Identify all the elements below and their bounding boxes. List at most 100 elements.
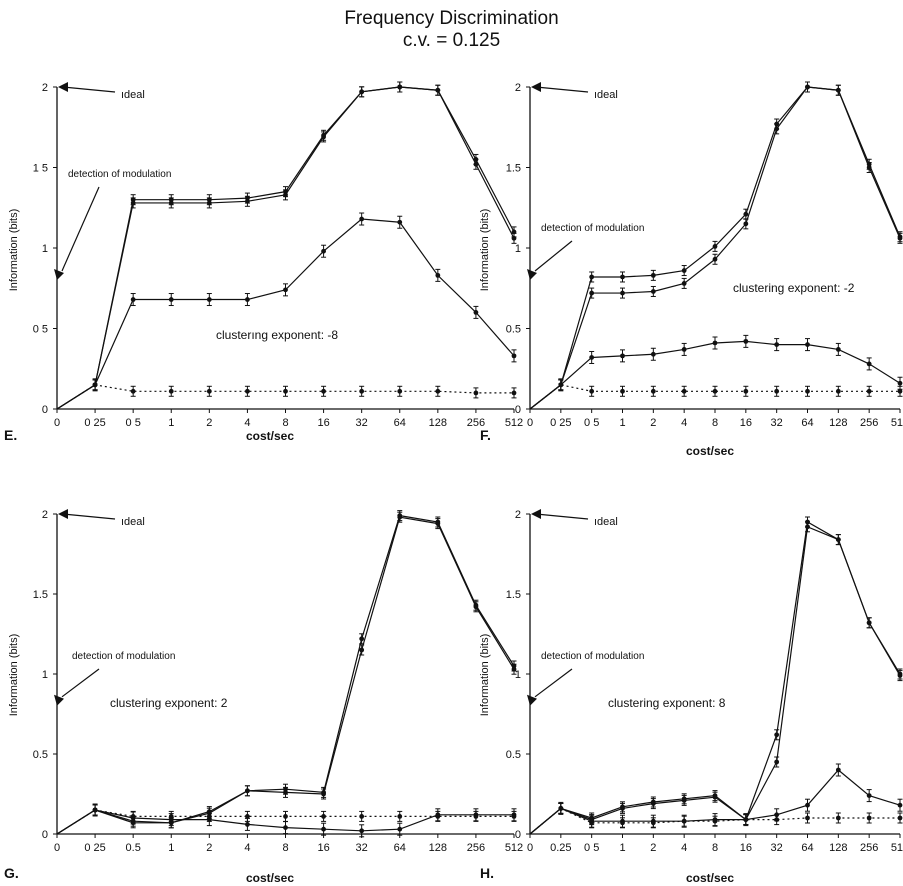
data-point (435, 272, 441, 278)
data-point (168, 388, 174, 394)
detection-arrow-head (527, 694, 537, 706)
data-point (92, 382, 98, 388)
data-point (897, 673, 903, 678)
data-point (359, 89, 365, 95)
data-point (130, 815, 136, 821)
y-tick-label: 1 (42, 669, 48, 681)
data-point (743, 817, 749, 822)
data-point (283, 790, 288, 795)
ideal-arrow-shaft (535, 513, 589, 520)
data-point (511, 814, 517, 819)
data-point (92, 382, 98, 388)
ideal-label: ıdeal (594, 89, 618, 101)
data-point (589, 388, 595, 394)
data-point (558, 806, 564, 811)
ideal-label: ıdeal (121, 89, 145, 101)
data-point (681, 268, 687, 273)
data-point (558, 382, 564, 388)
data-point (511, 812, 517, 818)
data-point (774, 121, 780, 127)
data-point (245, 788, 250, 794)
data-point (92, 382, 98, 388)
data-point (283, 388, 288, 394)
detection-label: detection of modulation (72, 651, 175, 662)
data-point (245, 388, 250, 394)
data-point (650, 351, 656, 357)
y-axis-label: Information (bits) (8, 634, 20, 717)
data-point (92, 382, 98, 388)
data-point (321, 826, 326, 832)
data-point (397, 219, 403, 225)
data-point (866, 361, 872, 367)
detection-arrow-shaft (534, 240, 573, 272)
series-line-1 (56, 514, 515, 835)
detection-arrow-shaft (534, 668, 573, 698)
data-point (620, 818, 625, 824)
x-tick-label: 32 (771, 417, 783, 429)
data-point (92, 807, 98, 813)
data-point (92, 807, 98, 813)
clustering-label: clustering exponent: 2 (110, 696, 228, 710)
data-point (774, 126, 780, 132)
data-point (206, 814, 212, 819)
data-point (589, 820, 595, 826)
panel-label: G. (4, 865, 19, 881)
data-point (321, 132, 326, 138)
x-tick-label: 0.25 (550, 842, 571, 854)
data-point (473, 390, 479, 396)
figure-title: Frequency Discrimination (344, 8, 559, 29)
data-point (835, 87, 841, 93)
data-point (589, 815, 595, 821)
x-tick-label: 1 (168, 417, 174, 429)
data-point (650, 289, 656, 294)
x-tick-label: 0 (527, 417, 533, 429)
x-tick-label: 1 (619, 417, 625, 429)
data-point (130, 197, 136, 203)
data-point (681, 388, 687, 394)
x-tick-label: 8 (282, 842, 288, 854)
x-tick-label: 2 (650, 417, 656, 429)
y-tick-label: 1 (515, 669, 521, 681)
data-point (168, 817, 174, 822)
data-point (681, 347, 687, 352)
x-axis-label: cost/sec (686, 871, 734, 885)
data-point (473, 602, 479, 608)
data-point (805, 84, 810, 90)
x-tick-label: 128 (429, 842, 447, 854)
ideal-arrow-shaft (62, 513, 116, 520)
y-tick-label: 0.5 (506, 324, 521, 336)
x-tick-label: 0.5 (126, 842, 141, 854)
x-tick-label: 0 25 (550, 417, 571, 429)
detection-arrow-shaft (61, 186, 100, 272)
data-point (774, 732, 780, 738)
y-tick-label: 0 (42, 404, 48, 416)
data-point (650, 388, 656, 394)
ideal-arrow-head (58, 509, 68, 519)
x-tick-label: 128 (829, 417, 847, 429)
data-point (245, 198, 250, 204)
data-point (206, 200, 212, 206)
figure-subtitle: c.v. = 0.125 (402, 30, 501, 51)
data-point (473, 157, 479, 162)
data-point (620, 290, 625, 296)
data-point (397, 814, 403, 819)
y-tick-label: 2 (515, 82, 521, 94)
data-point (168, 820, 174, 826)
x-tick-label: 0 5 (584, 842, 599, 854)
x-tick-label: 512 (891, 842, 903, 854)
detection-label: detection of modulation (541, 223, 644, 234)
data-point (712, 388, 718, 394)
x-tick-label: 64 (801, 417, 813, 429)
data-point (168, 297, 174, 302)
data-point (359, 828, 365, 834)
data-point (589, 355, 595, 360)
x-axis-label: cost/sec (246, 871, 294, 885)
data-point (473, 604, 479, 610)
data-point (620, 274, 625, 280)
series-line-2 (529, 525, 901, 835)
data-point (835, 537, 841, 542)
x-tick-label: 2 (650, 842, 656, 854)
data-point (168, 820, 174, 826)
